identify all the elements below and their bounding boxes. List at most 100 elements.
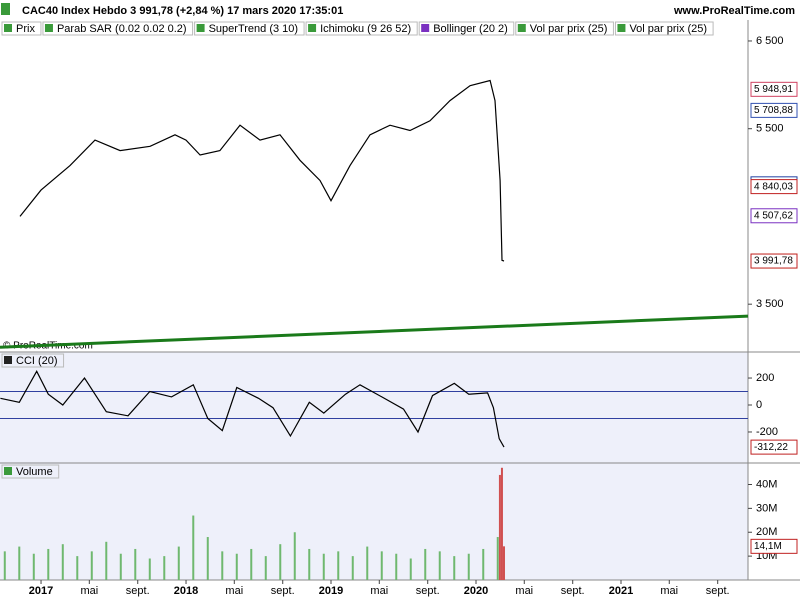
value-tag: [750, 81, 798, 97]
legend-swatch: [4, 24, 12, 32]
x-tick-label: mai: [225, 585, 243, 597]
x-tick-label: sept.: [561, 585, 585, 597]
legend-swatch: [196, 24, 205, 32]
site: www.ProRealTime.com: [673, 5, 795, 17]
y-tick-label: 20M: [756, 526, 777, 538]
y-tick-label: -200: [756, 426, 778, 438]
legend-box: [418, 21, 515, 36]
series-line: [19, 79, 505, 262]
x-tick-label: 2017: [29, 585, 53, 597]
bar: [32, 553, 35, 580]
y-tick-label: 0: [756, 399, 762, 411]
x-tick-label: sept.: [126, 585, 150, 597]
header-title: CAC40 Index Hebdo 3 991,78 (+2,84 %) 17 …: [22, 5, 343, 17]
value-tag: [750, 102, 798, 118]
bar: [502, 546, 505, 580]
legend-label: Volume: [16, 466, 53, 478]
bar: [235, 553, 238, 580]
legend-swatch: [4, 467, 12, 475]
bar: [366, 546, 369, 580]
legend-swatch: [421, 24, 430, 32]
legend-swatch: [517, 24, 526, 32]
x-tick-label: sept.: [706, 585, 730, 597]
x-tick-label: sept.: [416, 585, 440, 597]
value-tag: [750, 208, 798, 224]
x-tick-label: mai: [660, 585, 678, 597]
bar: [76, 556, 79, 580]
bar: [250, 548, 253, 580]
value-tag-label: -312,22: [754, 442, 788, 453]
y-tick-label: 40M: [756, 478, 777, 490]
bar: [467, 553, 470, 580]
legend-label: Prix: [16, 23, 35, 35]
y-tick-label: 30M: [756, 502, 777, 514]
x-tick-label: 2020: [464, 585, 488, 597]
bar: [3, 551, 6, 580]
legend-box: [1, 21, 42, 36]
value-tag-label: 5 948,91: [754, 84, 793, 95]
bar: [90, 551, 93, 580]
value-tag-label: 3 991,78: [754, 256, 793, 267]
value-tag: [750, 439, 798, 455]
legend-label: SuperTrend (3 10): [209, 23, 298, 35]
bar: [47, 548, 50, 580]
bar: [453, 556, 456, 580]
x-tick-label: 2021: [609, 585, 633, 597]
bar: [134, 548, 137, 580]
bar: [424, 548, 427, 580]
x-tick-label: 2019: [319, 585, 343, 597]
bar: [61, 544, 64, 580]
value-tag: [750, 253, 798, 269]
bar: [409, 558, 412, 580]
x-tick-label: mai: [370, 585, 388, 597]
value-tag-label: 14,1M: [754, 541, 782, 552]
bar: [395, 553, 398, 580]
legend-label: Ichimoku (9 26 52): [320, 23, 411, 35]
x-tick-label: mai: [80, 585, 98, 597]
legend-box: [614, 21, 714, 36]
value-tag: [750, 538, 798, 554]
icon: [1, 3, 10, 15]
bar: [221, 551, 224, 580]
bar: [482, 548, 485, 580]
x-tick-label: mai: [515, 585, 533, 597]
bar: [500, 467, 503, 580]
value-tag-label: 5 708,88: [754, 105, 793, 116]
value-tag-label: 4 507,62: [754, 210, 793, 221]
bar: [380, 551, 383, 580]
x-tick-label: 2018: [174, 585, 198, 597]
legend-label: Bollinger (20 2): [433, 23, 508, 35]
bar: [438, 551, 441, 580]
value-tag: [750, 179, 798, 195]
y-tick-label: 5 500: [756, 123, 784, 135]
bar: [148, 558, 151, 580]
legend-swatch: [617, 24, 626, 32]
bar: [337, 551, 340, 580]
bar: [293, 532, 296, 580]
legend-label: CCI (20): [16, 355, 58, 367]
bar: [18, 546, 21, 580]
bar: [177, 546, 180, 580]
y-tick-label: 6 500: [756, 35, 784, 47]
bar: [496, 537, 499, 580]
bar: [498, 474, 501, 580]
bar: [351, 556, 354, 580]
legend-label: Parab SAR (0.02 0.02 0.2): [57, 23, 187, 35]
value-tag-label: 4 840,03: [754, 181, 793, 192]
legend-swatch: [4, 356, 12, 364]
legend-box: [515, 21, 614, 36]
bar: [163, 556, 166, 580]
legend-swatch: [44, 24, 53, 32]
bar: [322, 553, 325, 580]
bar: [308, 548, 311, 580]
x-tick-label: sept.: [271, 585, 295, 597]
y-tick-label: 200: [756, 372, 774, 384]
series-line: [0, 314, 749, 349]
legend-box: [194, 21, 305, 36]
legend-box: [305, 21, 418, 36]
bar: [105, 541, 108, 580]
legend-box: [1, 353, 65, 368]
bar: [192, 515, 195, 580]
